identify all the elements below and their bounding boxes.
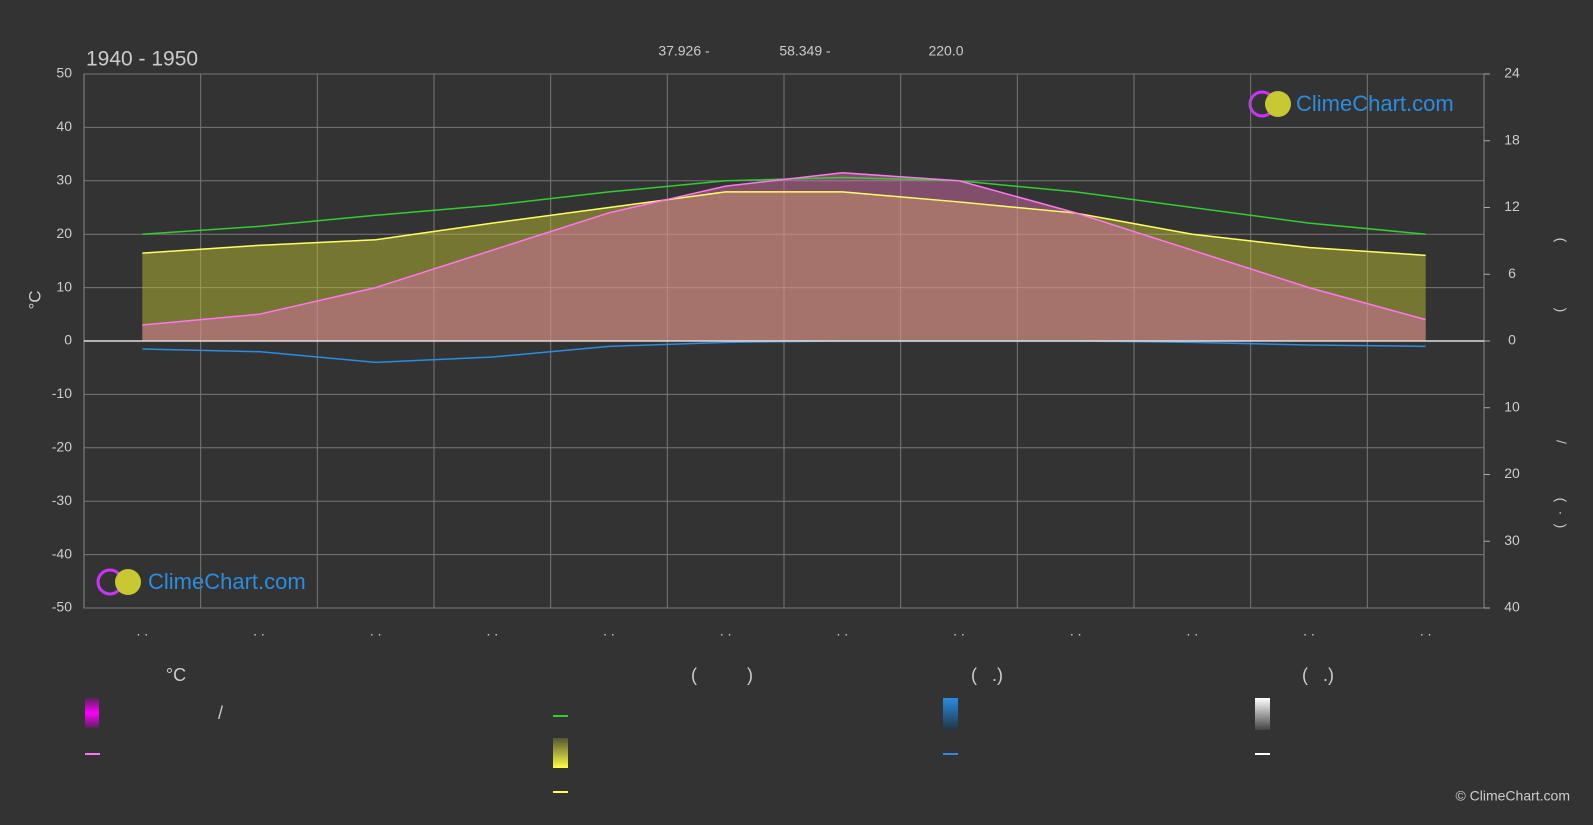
y2-tick-label: 0: [1508, 332, 1516, 348]
logo-text: ClimeChart.com: [1296, 91, 1454, 116]
area: [142, 172, 1426, 341]
stat: 37.926 -: [658, 43, 710, 59]
y2-axis-label: ): [1553, 524, 1569, 529]
y-axis-label: °C: [25, 290, 44, 309]
y-tick-label: -50: [52, 599, 72, 615]
y2-axis-label: ): [1553, 308, 1569, 313]
y-tick-label: -10: [52, 385, 72, 401]
stat: 220.0: [928, 43, 963, 59]
y-tick-label: 40: [56, 118, 72, 134]
x-tick-label: . .: [136, 623, 148, 639]
y-tick-label: -30: [52, 492, 72, 508]
legend-swatch: [85, 698, 99, 728]
y-tick-label: 50: [56, 65, 72, 81]
logo: ClimeChart.com: [96, 568, 306, 596]
area: [142, 191, 1426, 341]
y2-tick-label: 18: [1504, 131, 1520, 147]
x-tick-label: . .: [1420, 623, 1432, 639]
x-tick-label: . .: [720, 623, 732, 639]
x-tick-label: . .: [1070, 623, 1082, 639]
y2-tick-label: 6: [1508, 265, 1516, 281]
y2-axis-label: /: [1553, 440, 1569, 444]
x-tick-label: . .: [486, 623, 498, 639]
y2-tick-label: 10: [1504, 398, 1520, 414]
y-tick-label: 30: [56, 172, 72, 188]
x-tick-label: . .: [603, 623, 615, 639]
logo-text: ClimeChart.com: [148, 569, 306, 594]
x-tick-label: . .: [953, 623, 965, 639]
x-tick-label: . .: [253, 623, 265, 639]
legend-text: /: [218, 703, 223, 723]
y-tick-label: -20: [52, 439, 72, 455]
x-tick-label: . .: [370, 623, 382, 639]
y2-axis-label: (: [1553, 238, 1569, 243]
y-tick-label: -40: [52, 545, 72, 561]
legend-swatch: [943, 698, 958, 730]
x-tick-label: . .: [1303, 623, 1315, 639]
legend-header: ( ): [691, 665, 753, 685]
y2-tick-label: 24: [1504, 65, 1520, 81]
y2-axis-label: (: [1553, 498, 1569, 503]
line: [142, 191, 1426, 257]
y2-tick-label: 20: [1504, 465, 1520, 481]
y2-tick-label: 40: [1504, 599, 1520, 615]
legend: [85, 698, 1270, 793]
legend-header: °C: [166, 665, 186, 685]
x-tick-label: . .: [836, 623, 848, 639]
y-tick-label: 20: [56, 225, 72, 241]
y2-tick-label: 12: [1504, 198, 1520, 214]
chart-title: 1940 - 1950: [86, 48, 198, 71]
y2-axis-label: ·: [1553, 511, 1569, 516]
legend-header: ( .): [1302, 665, 1334, 685]
legend-swatch: [553, 738, 568, 768]
y-tick-label: 10: [56, 278, 72, 294]
y2-tick-label: 30: [1504, 532, 1520, 548]
x-tick-label: . .: [1186, 623, 1198, 639]
copyright: © ClimeChart.com: [1455, 788, 1570, 804]
legend-header: ( .): [971, 665, 1003, 685]
line: [142, 172, 1426, 326]
y-tick-label: 0: [64, 332, 72, 348]
legend-swatch: [1255, 698, 1270, 730]
logo: ClimeChart.com: [1248, 90, 1454, 118]
stat: 58.349 -: [779, 43, 831, 59]
